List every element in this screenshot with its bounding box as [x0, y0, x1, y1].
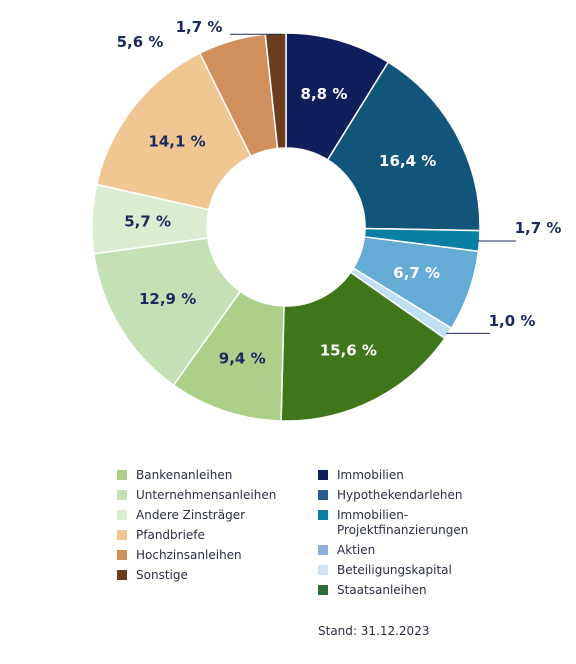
legend-label: Pfandbriefe [136, 528, 205, 542]
slice-sonstige [264, 32, 287, 150]
slice-staatsanleihen [280, 271, 446, 422]
legend-label: Unternehmensanleihen [136, 488, 277, 502]
legend-swatch [318, 565, 328, 575]
slice-label: 1,7 % [176, 18, 223, 36]
legend-label: Staatsanleihen [337, 583, 427, 597]
slice-label: 12,9 % [139, 290, 196, 308]
legend-swatch [318, 470, 328, 480]
legend-label: Bankenanleihen [136, 468, 233, 482]
legend-swatch [318, 585, 328, 595]
slice-label: 8,8 % [301, 85, 348, 103]
slice-label: 5,6 % [117, 33, 164, 51]
legend-item: Beteiligungskapital [318, 563, 518, 578]
legend-item: Immobilien- Projektfinanzierungen [318, 508, 518, 538]
donut-chart: 8,8 % 16,4 % 1,7 % 6,7 % 1,0 % 15,6 % 9,4 % 12,… [91, 18, 562, 422]
legend-label: Immobilien- Projektfinanzierungen [337, 508, 469, 537]
legend-label: Hochzinsanleihen [136, 548, 242, 562]
legend-item: Andere Zinsträger [117, 508, 307, 523]
slice-label: 15,6 % [320, 342, 377, 360]
slice-label: 1,0 % [489, 312, 536, 330]
legend-right: Immobilien Hypothekendarlehen Immobilien… [318, 468, 518, 603]
legend-swatch [318, 510, 328, 520]
legend-label: Aktien [337, 543, 376, 557]
slice-label: 14,1 % [148, 132, 205, 150]
legend-swatch [318, 490, 328, 500]
slice-label: 1,7 % [515, 219, 562, 237]
legend-swatch [318, 545, 328, 555]
legend-item: Immobilien [318, 468, 518, 483]
slice-label: 5,7 % [124, 212, 171, 230]
legend-item: Bankenanleihen [117, 468, 307, 483]
legend-swatch [117, 490, 127, 500]
legend-label: Hypothekendarlehen [337, 488, 463, 502]
legend-label: Immobilien [337, 468, 404, 482]
legend-label: Sonstige [136, 568, 188, 582]
legend-item: Aktien [318, 543, 518, 558]
legend-swatch [117, 470, 127, 480]
legend-item: Unternehmensanleihen [117, 488, 307, 503]
legend-swatch [117, 550, 127, 560]
legend-item: Sonstige [117, 568, 307, 583]
legend-swatch [117, 570, 127, 580]
legend-label: Andere Zinsträger [136, 508, 246, 522]
legend-item: Pfandbriefe [117, 528, 307, 543]
slice-label: 9,4 % [219, 349, 266, 367]
legend-item: Hochzinsanleihen [117, 548, 307, 563]
slice-unternehmensanleihen [93, 237, 242, 387]
slice-pfandbriefe [95, 52, 252, 211]
slice-label: 6,7 % [393, 264, 440, 282]
legend-swatch [117, 510, 127, 520]
legend-left: Bankenanleihen Unternehmensanleihen Ande… [117, 468, 307, 588]
stand-date: Stand: 31.12.2023 [318, 624, 430, 638]
slice-label: 16,4 % [379, 152, 436, 170]
slice-hypothekendarlehen [326, 61, 481, 232]
legend-swatch [117, 530, 127, 540]
legend-item: Hypothekendarlehen [318, 488, 518, 503]
legend-label: Beteiligungskapital [337, 563, 452, 577]
legend-item: Staatsanleihen [318, 583, 518, 598]
